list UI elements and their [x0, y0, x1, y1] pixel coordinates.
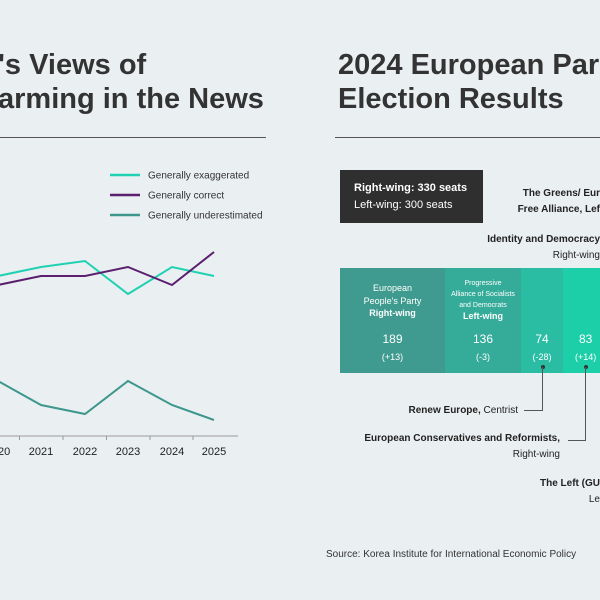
- leader-line: [542, 367, 543, 411]
- series-line: [0, 259, 215, 296]
- leader-line: [568, 440, 586, 441]
- divider: [335, 137, 600, 138]
- leader-line: [585, 367, 586, 440]
- left-wing-total: Left-wing: 300 seats: [354, 199, 453, 211]
- legend-label: Generally exaggerated: [148, 171, 249, 182]
- x-tick-label: 2022: [73, 446, 97, 458]
- leader-line: [524, 410, 543, 411]
- x-tick-label: 2021: [29, 446, 53, 458]
- x-tick-label: 2024: [160, 446, 184, 458]
- label-left: The Left (GU Le: [540, 478, 600, 505]
- label-identity-democracy: Identity and Democracy Right-wing: [487, 234, 600, 261]
- x-tick-label: 2023: [116, 446, 140, 458]
- x-tick-label: 2025: [202, 446, 226, 458]
- right-wing-total: Right-wing: 330 seats: [354, 182, 468, 194]
- bar-segment-renew: 74 (-28): [521, 268, 563, 373]
- divider: [0, 137, 266, 138]
- right-title: 2024 European Par Election Results: [338, 49, 600, 115]
- label-greens: The Greens/ Eur Free Alliance, Lef: [517, 188, 600, 215]
- legend-label: Generally correct: [148, 191, 224, 202]
- series-line: [0, 251, 215, 287]
- series-line: [0, 379, 215, 421]
- bar-segment-ecr: 83 (+14): [563, 268, 600, 373]
- bar-segment-sd: Progressive Alliance of Socialists and Dem…: [445, 268, 521, 373]
- leader-dot: [541, 365, 545, 369]
- legend-label: Generally underestimated: [148, 211, 263, 222]
- left-title: 's Views of arming in the News: [0, 49, 264, 115]
- label-renew: Renew Europe, Centrist: [408, 405, 518, 416]
- bar-segment-epp: European People's Party Right-wing 189 (+1…: [340, 268, 445, 373]
- seat-summary-box: Right-wing: 330 seats Left-wing: 300 sea…: [340, 170, 483, 223]
- source: Source: Korea Institute for Internationa…: [326, 549, 577, 560]
- label-ecr: European Conservatives and Reformists, Ri…: [364, 433, 560, 460]
- leader-dot: [584, 365, 588, 369]
